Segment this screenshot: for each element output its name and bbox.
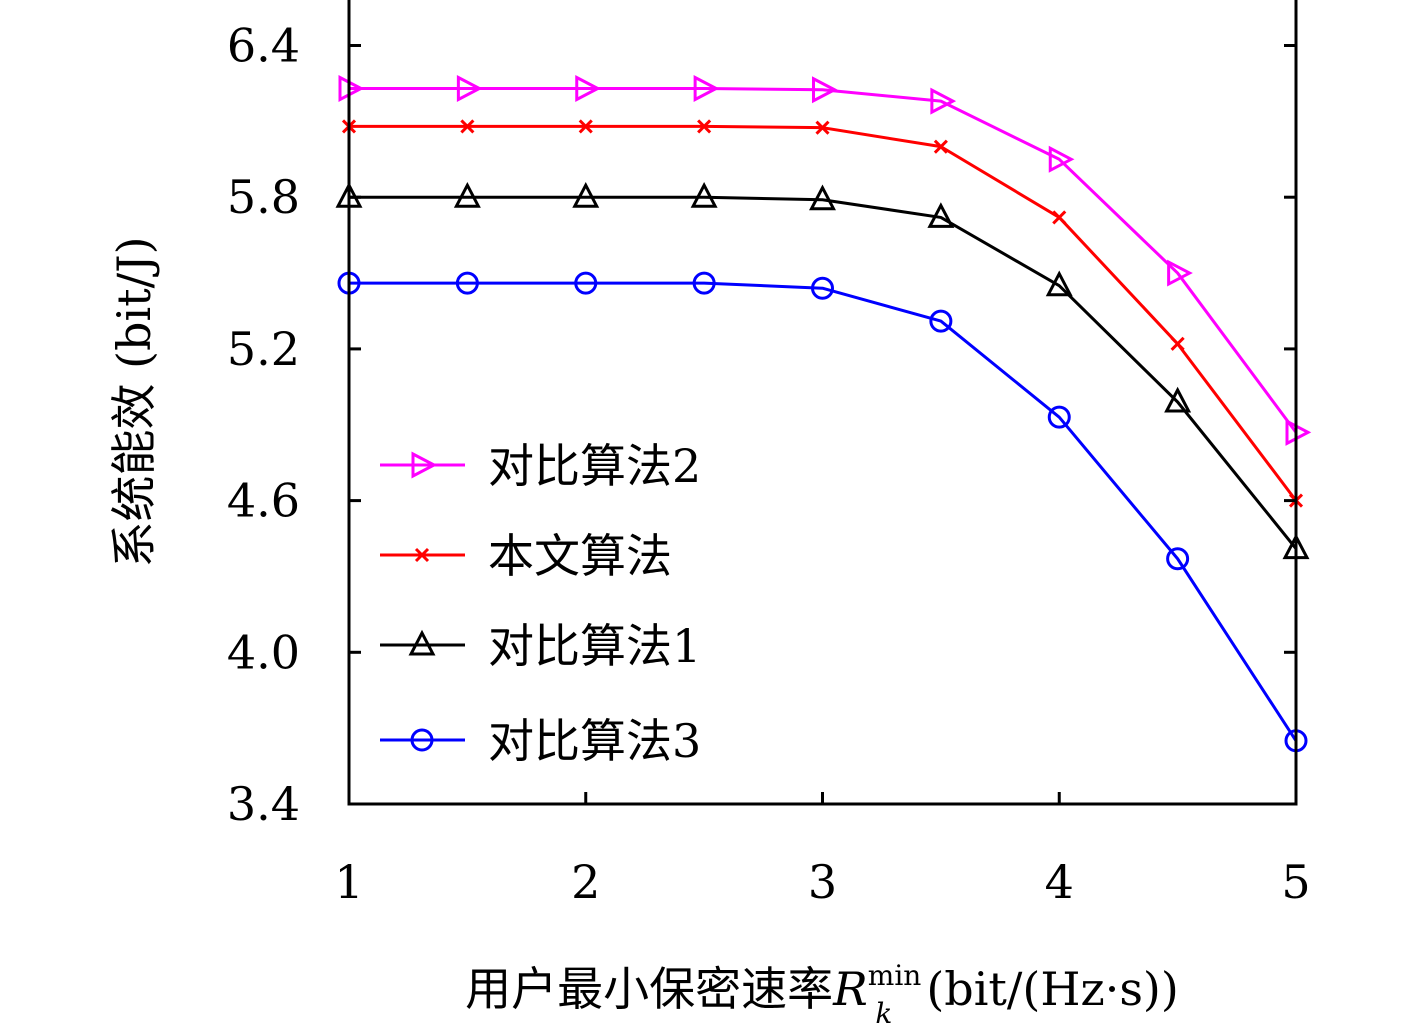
series-3 xyxy=(335,181,1310,560)
data-point xyxy=(1045,270,1073,297)
data-point xyxy=(1048,145,1075,173)
series-line xyxy=(349,195,1298,550)
data-point xyxy=(1166,547,1190,571)
marker-stroke xyxy=(578,119,593,134)
data-point xyxy=(578,119,593,134)
data-point xyxy=(455,271,479,295)
legend-item-1: 对比算法2 xyxy=(380,439,701,493)
data-point xyxy=(1167,259,1193,287)
marker-stroke xyxy=(460,119,475,134)
series-layer xyxy=(335,75,1312,753)
x-tick-label: 2 xyxy=(571,855,600,909)
data-point xyxy=(692,271,716,295)
y-tick-label: 4.0 xyxy=(227,625,300,679)
series-2 xyxy=(341,119,1304,508)
legend-marker xyxy=(414,547,430,563)
data-point xyxy=(690,181,718,208)
data-point xyxy=(815,120,830,135)
data-point xyxy=(456,75,483,102)
x-axis-title: 用户最小保密速率Rmin k (bit/(Hz·s)) xyxy=(465,959,1179,1024)
legend-label: 对比算法2 xyxy=(488,439,701,493)
data-point xyxy=(1047,405,1071,429)
y-tick-label: 5.2 xyxy=(227,322,300,376)
data-point xyxy=(572,181,600,208)
data-point xyxy=(930,87,957,115)
data-point xyxy=(929,309,953,333)
legend-label: 对比算法1 xyxy=(488,619,701,673)
data-point xyxy=(575,75,601,102)
data-point xyxy=(574,271,598,295)
data-point xyxy=(812,76,838,104)
x-tick-label: 1 xyxy=(334,855,363,909)
x-axis-title-subscript: k xyxy=(875,997,892,1024)
x-tick-label: 4 xyxy=(1045,855,1074,909)
series-line xyxy=(349,86,1298,434)
marker-stroke xyxy=(1170,336,1185,351)
marker-stroke xyxy=(815,120,830,135)
axes-layer: 3.4 4.0 4.6 5.2 5.8 6.4 1 2 3 4 5 xyxy=(227,0,1311,909)
y-tick-label: 5.8 xyxy=(227,170,300,224)
data-point xyxy=(927,202,955,228)
legend-item-3: 对比算法1 xyxy=(380,619,701,673)
x-axis-title-suffix: (bit/(Hz·s)) xyxy=(926,962,1179,1016)
plot-frame xyxy=(347,0,1298,806)
x-tick-label: 5 xyxy=(1281,855,1310,909)
data-point xyxy=(1052,210,1067,225)
series-4 xyxy=(337,271,1308,753)
marker-stroke xyxy=(1052,210,1067,225)
data-point xyxy=(1170,336,1185,351)
x-axis-title-prefix: 用户最小保密速率 xyxy=(465,962,833,1016)
x-tick-label: 3 xyxy=(808,855,837,909)
legend-label: 对比算法3 xyxy=(488,714,701,768)
marker-stroke xyxy=(414,547,430,563)
legend-label: 本文算法 xyxy=(488,529,672,583)
data-point xyxy=(1164,386,1192,413)
data-point xyxy=(809,184,836,211)
series-line xyxy=(349,281,1298,742)
legend-marker xyxy=(410,728,434,752)
x-axis-title-superscript: min xyxy=(868,959,922,992)
y-tick-label: 6.4 xyxy=(227,19,300,73)
y-tick-label: 3.4 xyxy=(227,777,300,831)
data-point xyxy=(460,119,475,134)
data-point xyxy=(693,75,720,102)
legend-item-4: 对比算法3 xyxy=(380,714,701,768)
x-axis-title-symbol: R xyxy=(832,962,868,1016)
data-point xyxy=(811,276,834,300)
data-point xyxy=(453,181,481,208)
legend-marker xyxy=(411,451,438,479)
marker-stroke xyxy=(697,119,712,134)
y-tick-label: 4.6 xyxy=(227,474,300,528)
legend-marker xyxy=(408,629,436,656)
legend-item-2: 本文算法 xyxy=(380,529,672,583)
data-point xyxy=(697,119,712,134)
marker-stroke xyxy=(933,139,948,154)
data-point xyxy=(933,139,948,154)
y-axis-title: 系统能效 (bit/J) xyxy=(107,236,161,567)
